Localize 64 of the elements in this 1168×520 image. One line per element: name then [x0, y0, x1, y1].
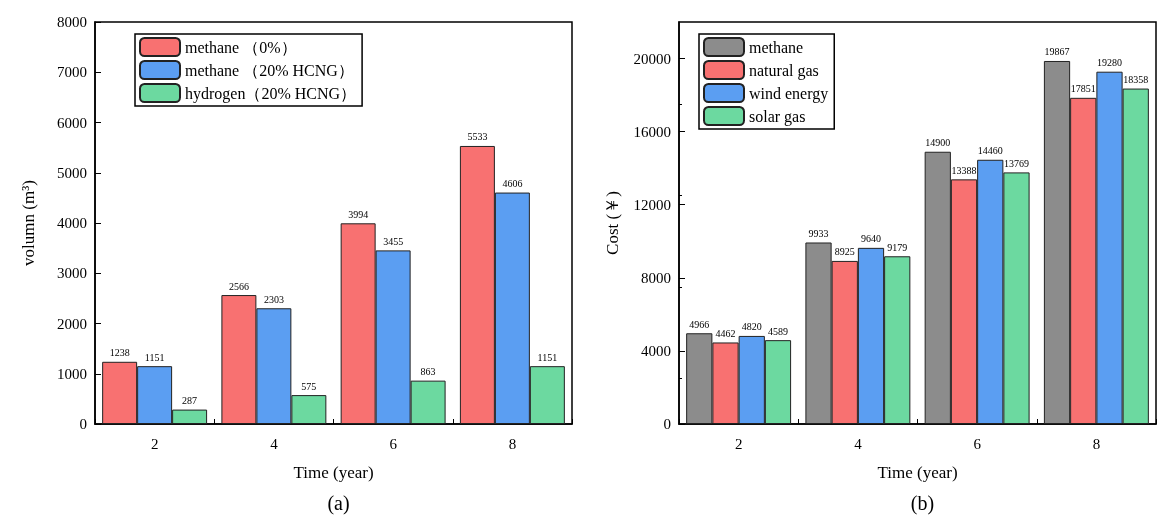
data-label: 13388	[951, 164, 977, 176]
x-tick-label: 6	[389, 435, 398, 452]
data-label: 9933	[808, 228, 829, 239]
data-label: 19867	[1044, 46, 1070, 58]
y-tick-label: 4000	[57, 215, 87, 231]
data-label: 1238	[109, 347, 130, 359]
data-label: 4820	[741, 321, 762, 333]
x-tick-label: 2	[150, 435, 159, 452]
data-label: 17851	[1070, 83, 1096, 95]
y-tick-label: 5000	[57, 164, 87, 181]
data-label: 14460	[977, 145, 1003, 157]
y-axis-title: Cost (￥)	[603, 191, 622, 255]
legend-label: wind energy	[749, 84, 829, 103]
text: (a)	[327, 492, 350, 515]
data-label: 1151	[144, 351, 165, 363]
x-tick-label: 2	[734, 435, 743, 452]
data-label: 575	[301, 380, 317, 392]
x-axis-title: Time (year)	[293, 463, 374, 482]
data-label: 2566	[228, 280, 249, 292]
x-axis-title: Time (year)	[877, 463, 958, 482]
data-label: 5533	[467, 131, 488, 143]
y-tick-label: 0	[79, 416, 87, 432]
legend-label: methane （20% HCNG）	[185, 61, 354, 79]
legend-label: hydrogen（20% HCNG）	[185, 84, 357, 103]
legend-label: methane （0%）	[185, 38, 297, 56]
legend-label: natural gas	[749, 61, 819, 80]
data-label: 9640	[860, 233, 881, 245]
data-label: 287	[182, 395, 198, 407]
y-tick-label: 7000	[57, 64, 87, 81]
y-tick-label: 8000	[641, 269, 671, 286]
data-label: 4606	[502, 178, 523, 190]
y-tick-label: 4000	[641, 342, 671, 359]
data-label: 13769	[1003, 157, 1029, 169]
data-label: 9179	[887, 241, 908, 253]
legend-label: solar gas	[749, 107, 806, 126]
data-label: 18358	[1123, 74, 1149, 86]
data-label: 3455	[383, 235, 404, 247]
y-tick-label: 2000	[57, 315, 87, 332]
x-tick-label: 4	[270, 435, 279, 452]
y-tick-label: 12000	[633, 196, 671, 213]
y-tick-label: 0	[663, 416, 671, 432]
y-tick-label: 16000	[633, 123, 671, 140]
y-tick-label: 8000	[57, 14, 87, 30]
data-label: 863	[420, 366, 436, 378]
data-label: 14900	[925, 137, 951, 149]
x-tick-label: 8	[1092, 435, 1101, 452]
data-label: 3994	[348, 208, 369, 220]
data-label: 4462	[715, 327, 736, 339]
x-tick-label: 6	[973, 435, 982, 452]
data-label: 1151	[537, 351, 558, 363]
data-label: 19280	[1096, 57, 1122, 69]
text: (b)	[910, 492, 935, 515]
y-axis-title: volumn (m³)	[19, 180, 38, 266]
y-tick-label: 3000	[57, 265, 87, 282]
y-tick-label: 20000	[633, 50, 671, 67]
data-label: 4966	[689, 318, 710, 330]
x-tick-label: 4	[854, 435, 863, 452]
x-tick-label: 8	[508, 435, 517, 452]
data-label: 4589	[767, 325, 788, 337]
data-label: 2303	[263, 293, 284, 305]
y-tick-label: 6000	[57, 114, 87, 131]
legend-label: methane	[749, 38, 804, 56]
data-label: 8925	[834, 246, 855, 258]
y-tick-label: 1000	[57, 365, 87, 382]
